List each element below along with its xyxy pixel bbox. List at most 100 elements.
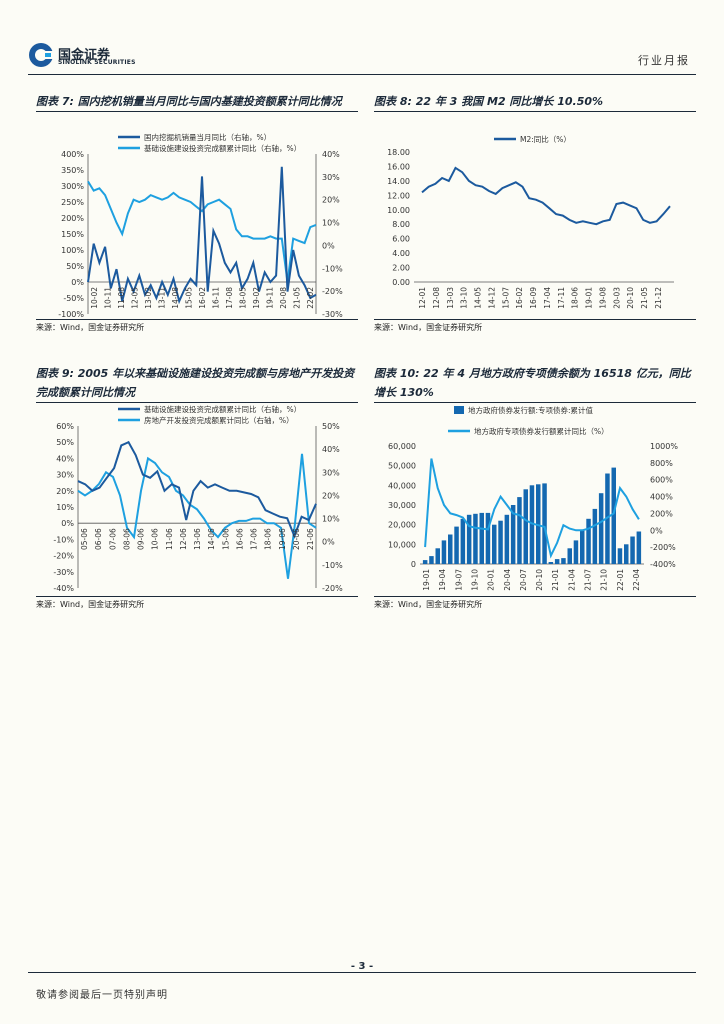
fig8-xtick-2: 13-03 — [446, 287, 455, 309]
fig9-legend-label-1: 房地产开发投资完成额累计同比（右轴，%） — [144, 415, 294, 425]
fig9-right-tick-5: 0% — [322, 538, 335, 547]
fig10-left-tick-1: 50,000 — [388, 462, 416, 471]
logo-mark-icon — [29, 43, 53, 67]
fig10-left-tick-6: 0 — [411, 560, 416, 569]
fig7-xtick-7: 15-05 — [185, 287, 194, 309]
fig8-series-m2 — [421, 166, 671, 226]
fig7-xtick-5: 13-11 — [158, 287, 167, 309]
fig10-xtick-1: 19-04 — [438, 569, 447, 591]
fig9-left-tick-4: 20% — [56, 487, 74, 496]
fig10-xtick-0: 19-01 — [422, 569, 431, 591]
fig8-y-tick-9: 0.00 — [392, 278, 410, 287]
fig7-legend-label-1: 基础设施建设投资完成额累计同比（右轴，%） — [144, 143, 301, 153]
fig8-xtick-0: 12-01 — [418, 287, 427, 309]
fig10-right-tick-5: 0% — [650, 526, 663, 535]
fig10-bar-14 — [510, 505, 516, 564]
fig10-bar-3 — [441, 540, 447, 564]
fig9-left-tick-1: 50% — [56, 438, 74, 447]
figure-9-chart: 60% 50% 40% 30% 20% 10% 0% -10% -20% -30% -40% 50% 4… — [36, 402, 358, 594]
fig10-bar-33 — [630, 536, 635, 564]
fig9-left-tick-5: 10% — [56, 503, 74, 512]
fig7-left-tick-8: 0% — [71, 278, 84, 287]
fig9-legend-label-0: 基础设施建设投资完成额累计同比（右轴，%） — [144, 404, 301, 414]
footer-divider — [28, 972, 696, 973]
page-number: - 3 - — [350, 961, 374, 972]
fig10-bar-24 — [573, 540, 579, 564]
fig10-bar-7 — [466, 514, 472, 564]
fig7-right-tick-5: -10% — [322, 264, 343, 273]
figure-9-title: 图表 9: 2005 年以来基础设施建设投资完成额与房地产开发投资完成额累计同比… — [36, 364, 358, 403]
fig8-xtick-13: 19-08 — [598, 287, 607, 309]
fig10-left-tick-3: 30,000 — [388, 501, 416, 510]
fig7-xtick-4: 13-02 — [144, 287, 153, 309]
fig10-series-growth — [424, 458, 640, 559]
fig8-xtick-16: 21-05 — [640, 287, 649, 309]
fig10-bar-17 — [529, 485, 535, 564]
fig7-left-tick-10: -100% — [58, 310, 84, 318]
fig9-left-tick-7: -10% — [53, 535, 74, 544]
fig9-xtick-0: 05-06 — [80, 528, 89, 550]
fig7-xtick-8: 16-02 — [198, 287, 207, 309]
fig9-left-tick-2: 40% — [56, 454, 74, 463]
fig9-xtick-13: 18-06 — [264, 528, 273, 550]
fig10-bar-11 — [492, 524, 497, 564]
fig10-left-tick-0: 60,000 — [388, 442, 416, 451]
fig10-bar-34 — [636, 531, 642, 564]
fig9-left-tick-8: -20% — [53, 552, 74, 561]
figure-9-source: 来源：Wind，国金证券研究所 — [36, 600, 145, 609]
fig10-xtick-8: 21-01 — [551, 569, 560, 591]
report-type-label: 行业月报 — [638, 54, 690, 67]
fig7-right-tick-1: 30% — [322, 173, 340, 182]
fig9-xtick-11: 16-06 — [235, 528, 244, 550]
fig10-xtick-4: 20-01 — [487, 569, 496, 591]
fig10-right-tick-0: 1000% — [650, 442, 678, 451]
fig10-bar-25 — [580, 530, 585, 564]
fig10-bar-12 — [498, 520, 503, 564]
fig10-xtick-5: 20-04 — [503, 569, 512, 591]
fig10-bar-16 — [523, 489, 528, 564]
fig8-y-tick-0: 18.00 — [387, 148, 410, 157]
fig10-bar-31 — [617, 548, 623, 564]
fig10-xtick-7: 20-10 — [535, 569, 544, 591]
fig10-bar-20 — [548, 562, 554, 564]
fig9-xtick-16: 21-06 — [306, 528, 315, 550]
fig7-xtick-2: 11-08 — [117, 287, 126, 309]
fig9-right-tick-7: -20% — [322, 584, 343, 593]
fig9-right-tick-1: 40% — [322, 445, 340, 454]
fig8-xtick-1: 12-08 — [432, 287, 441, 309]
fig9-left-tick-9: -30% — [53, 568, 74, 577]
fig8-xtick-15: 20-10 — [626, 287, 635, 309]
fig10-left-tick-4: 20,000 — [388, 521, 416, 530]
fig8-xtick-14: 20-03 — [612, 287, 621, 309]
fig10-bar-23 — [567, 548, 572, 564]
fig9-xtick-9: 14-06 — [207, 528, 216, 550]
fig10-bar-6 — [460, 518, 466, 564]
fig7-right-tick-6: -20% — [322, 287, 343, 296]
fig10-bar-8 — [473, 513, 478, 564]
fig10-legend-label-1: 地方政府专项债券发行额累计同比（%） — [474, 426, 609, 436]
fig8-y-tick-5: 8.00 — [392, 220, 410, 229]
fig7-left-tick-0: 400% — [61, 150, 84, 159]
fig10-bar-26 — [586, 518, 591, 564]
disclaimer-text: 敬请参阅最后一页特别声明 — [36, 990, 168, 1001]
fig8-xtick-4: 14-05 — [474, 287, 483, 309]
fig9-right-tick-4: 10% — [322, 515, 340, 524]
fig7-right-tick-3: 10% — [322, 219, 340, 228]
figure-10-title: 图表 10: 22 年 4 月地方政府专项债余额为 16518 亿元，同比增长 … — [374, 364, 696, 403]
fig10-left-tick-2: 40,000 — [388, 481, 416, 490]
fig7-xtick-6: 14-08 — [171, 287, 180, 309]
figure-8-chart: 18.00 16.00 14.00 12.00 10.00 8.00 6.00 4.00 2.0… — [374, 130, 696, 318]
fig9-xtick-2: 07-06 — [108, 528, 117, 550]
fig8-y-tick-3: 12.00 — [387, 191, 410, 200]
fig9-left-tick-10: -40% — [53, 584, 74, 593]
fig7-xtick-16: 22-02 — [306, 287, 315, 309]
fig8-y-tick-4: 10.00 — [387, 206, 410, 215]
fig10-left-tick-5: 10,000 — [388, 540, 416, 549]
fig8-xtick-8: 16-09 — [529, 287, 538, 309]
fig8-y-tick-1: 16.00 — [387, 162, 410, 171]
fig7-left-tick-4: 200% — [61, 214, 84, 223]
fig9-right-tick-0: 50% — [322, 422, 340, 431]
fig9-xtick-3: 08-06 — [122, 528, 131, 550]
fig7-right-tick-4: 0% — [322, 241, 335, 250]
fig9-xtick-7: 12-06 — [179, 528, 188, 550]
